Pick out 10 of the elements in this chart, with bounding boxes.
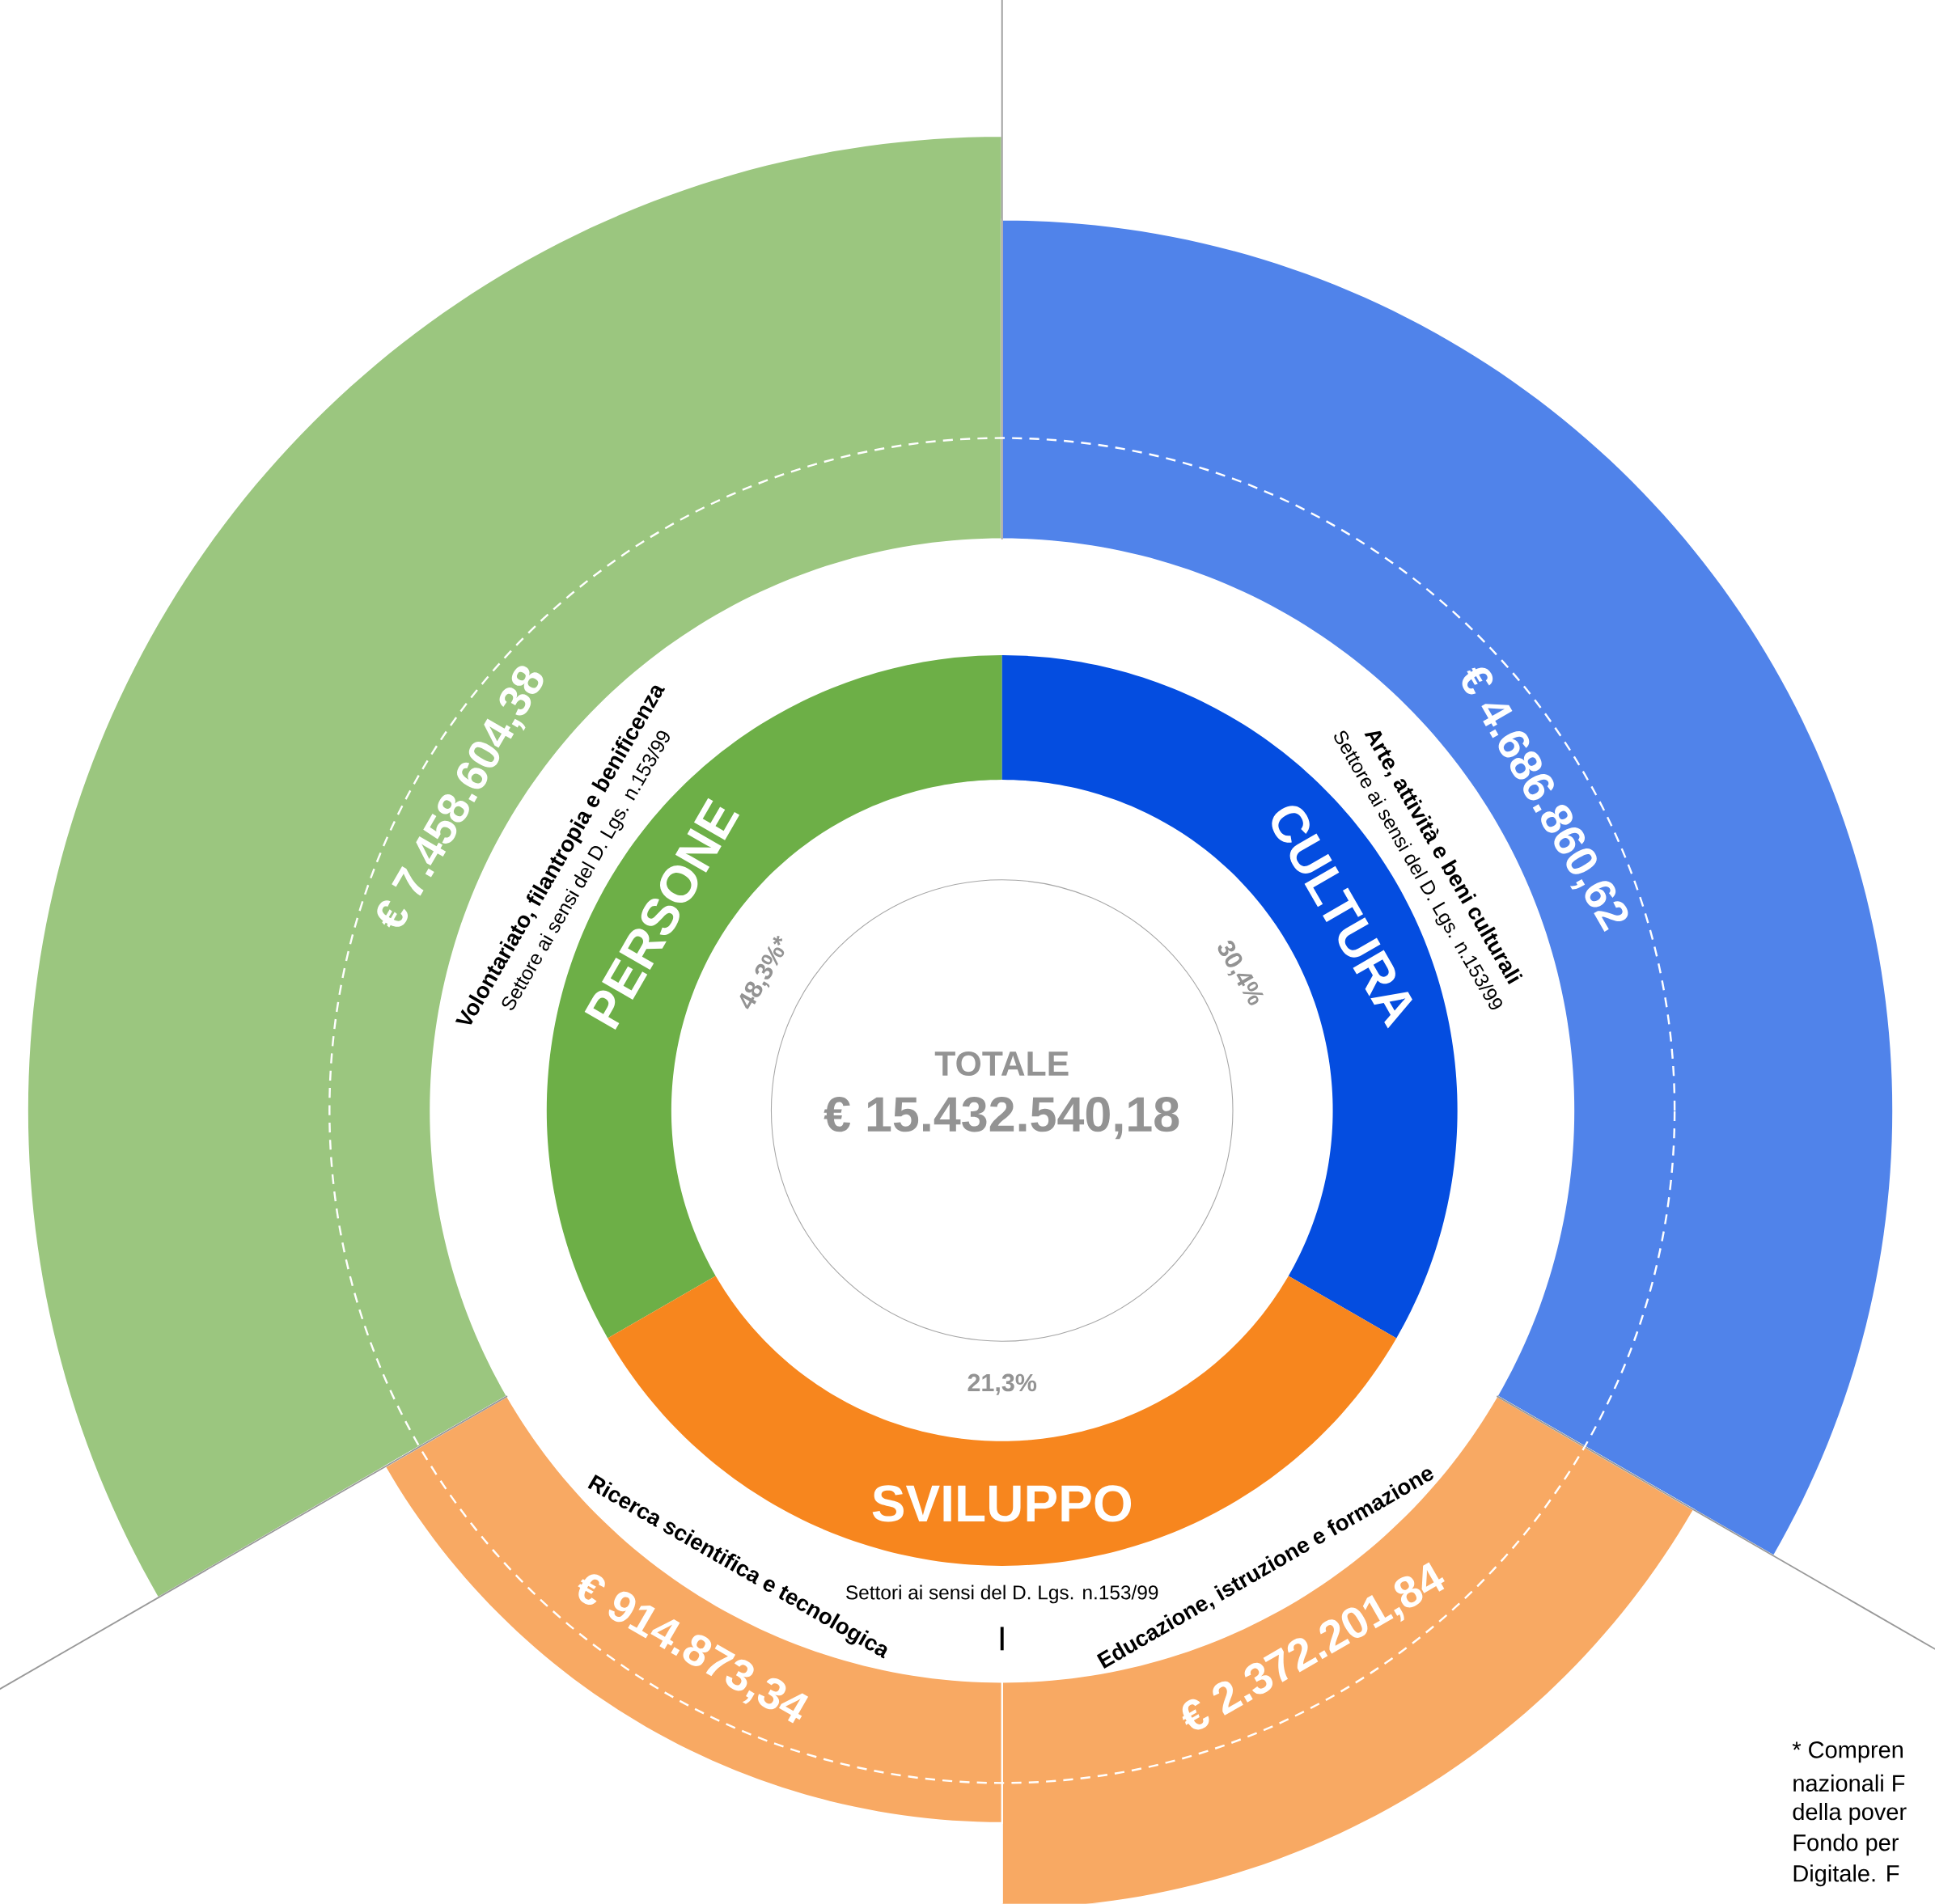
- text: * Compren: [1792, 1741, 1903, 1763]
- category-label: SVILUPPO: [872, 1485, 1132, 1522]
- text: Fondo per: [1793, 1834, 1899, 1856]
- text: TOTALE: [934, 1051, 1069, 1077]
- text: Digitale. F: [1793, 1864, 1899, 1887]
- text: € 15.432.540,18: [824, 1097, 1179, 1140]
- text: della pover: [1793, 1803, 1907, 1826]
- text: nazionali F: [1793, 1774, 1905, 1792]
- text: 21,3%: [968, 1373, 1037, 1395]
- text: |: [1000, 1627, 1004, 1651]
